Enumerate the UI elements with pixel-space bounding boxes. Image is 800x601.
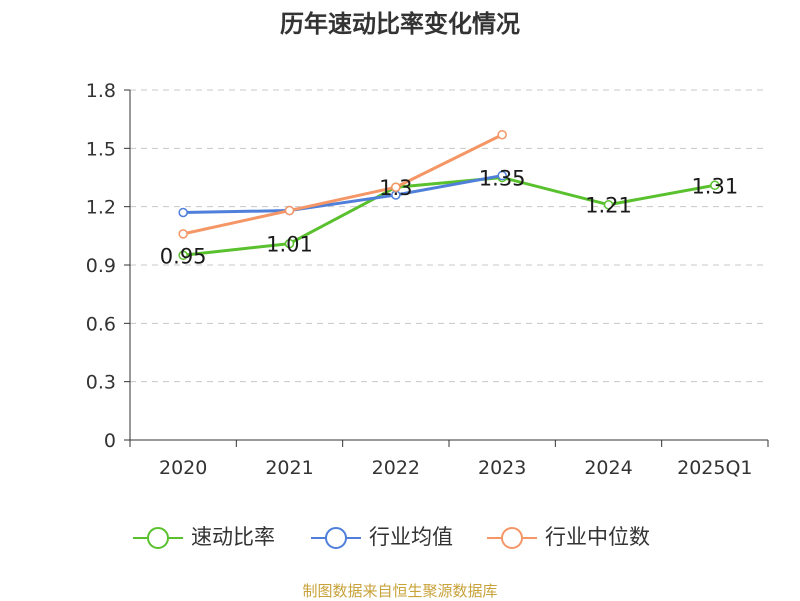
data-point [178,207,188,218]
data-point [284,238,295,249]
data-label: 1.21 [585,194,632,218]
y-tick-label: 0 [104,430,116,452]
legend-line-icon [311,527,361,549]
x-tick-label: 2020 [159,457,207,479]
legend-line-icon [133,527,183,549]
y-tick-label: 1.2 [86,197,116,219]
legend-label: 行业中位数 [545,525,650,549]
y-tick-label: 1.5 [86,138,116,160]
y-tick-label: 0.3 [86,372,116,394]
data-point [284,205,295,216]
series-line [183,174,503,214]
source-note: 制图数据来自恒生聚源数据库 [302,582,498,600]
x-tick-label: 2023 [478,457,526,479]
y-tick-label: 0.9 [86,255,116,277]
data-label: 1.3 [379,176,412,200]
data-point [178,229,188,239]
data-point [710,180,720,191]
y-tick-label: 1.8 [86,80,116,102]
data-point [603,199,614,210]
series-line [182,133,503,236]
data-label: 1.31 [691,174,738,198]
x-tick-label: 2025Q1 [677,457,752,479]
data-point [178,250,188,261]
data-label: 1.35 [479,167,526,191]
x-tick-label: 2021 [265,457,313,479]
legend-line-icon [487,527,537,549]
legend-label: 行业均值 [369,525,453,549]
series-line [183,176,716,257]
data-point [497,129,507,140]
legend-label: 速动比率 [191,525,275,549]
chart-title: 历年速动比率变化情况 [280,10,520,38]
y-tick-label: 0.6 [86,313,116,335]
data-point [497,170,507,181]
data-point [391,182,401,192]
x-tick-label: 2024 [584,457,632,479]
data-label: 0.95 [160,244,207,268]
x-tick-label: 2022 [372,457,420,479]
chart-legend: 速动比率 行业均值 行业中位数 [0,518,800,558]
data-label: 1.01 [266,233,313,257]
